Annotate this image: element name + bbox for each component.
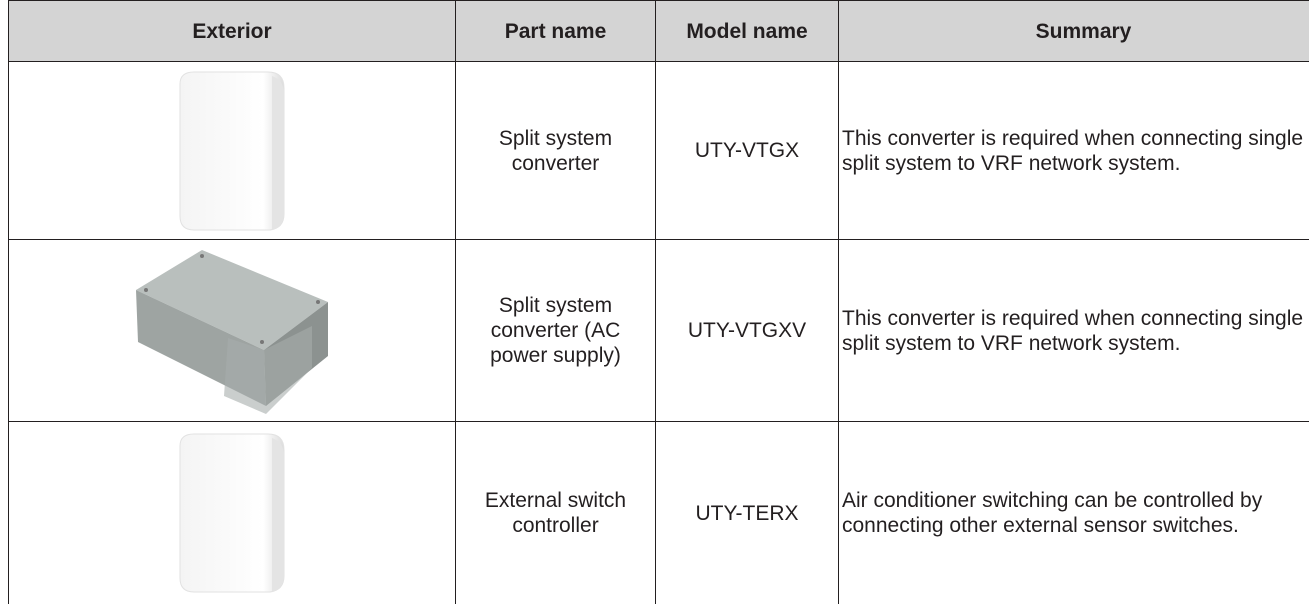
summary: This converter is required when connecti… bbox=[838, 239, 1309, 422]
exterior-cell bbox=[8, 421, 456, 604]
model-name: UTY-VTGXV bbox=[655, 239, 839, 422]
exterior-cell bbox=[8, 239, 456, 422]
gray-box-image bbox=[136, 249, 328, 414]
exterior-cell bbox=[8, 61, 456, 240]
header-cell: Part name bbox=[455, 0, 656, 62]
header-cell: Summary bbox=[838, 0, 1309, 62]
header-cell: Model name bbox=[655, 0, 839, 62]
part-name: Split system converter (AC power supply) bbox=[455, 239, 656, 422]
white-box-image bbox=[179, 433, 285, 593]
header-cell: Exterior bbox=[8, 0, 456, 62]
white-box-image bbox=[179, 71, 285, 230]
part-name: Split system converter bbox=[455, 61, 656, 240]
parts-table: Exterior Part name Model name Summary Sp… bbox=[8, 0, 1309, 604]
table-row: External switch controller UTY-TERX Air … bbox=[8, 421, 1309, 604]
table-row: Split system converter UTY-VTGX This con… bbox=[8, 61, 1309, 240]
summary: Air conditioner switching can be control… bbox=[838, 421, 1309, 604]
model-name: UTY-VTGX bbox=[655, 61, 839, 240]
summary: This converter is required when connecti… bbox=[838, 61, 1309, 240]
model-name: UTY-TERX bbox=[655, 421, 839, 604]
header-row: Exterior Part name Model name Summary bbox=[8, 0, 1309, 62]
part-name: External switch controller bbox=[455, 421, 656, 604]
table-row: Split system converter (AC power supply)… bbox=[8, 239, 1309, 422]
